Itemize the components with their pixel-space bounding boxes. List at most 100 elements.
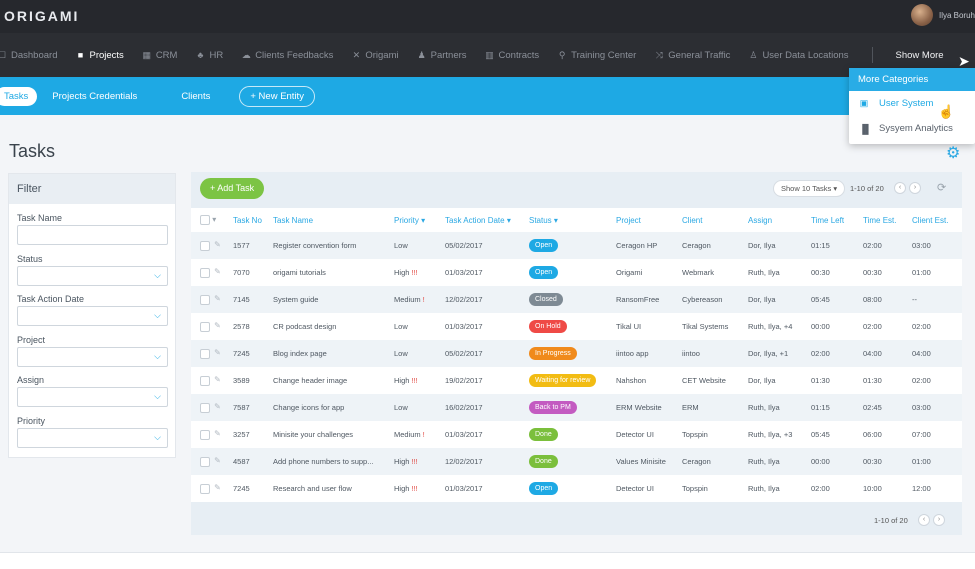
nav-item-contracts[interactable]: ▥ Contracts [485, 50, 539, 61]
status-badge[interactable]: Open [529, 239, 559, 252]
table-row[interactable]: ✎ 7070 origami tutorials High!!! 01/03/2017 O… [191, 259, 962, 286]
col-time-est[interactable]: Time Est. [863, 208, 912, 232]
status-select[interactable]: ⌵ [17, 266, 168, 286]
show-tasks-select[interactable]: Show 10 Tasks ▾ [773, 180, 846, 197]
edit-pencil-icon[interactable]: ✎ [214, 348, 221, 358]
row-checkbox[interactable] [200, 483, 210, 494]
user-menu[interactable]: Ilya Boruh [910, 1, 975, 29]
task-name-input[interactable] [17, 225, 168, 245]
row-checkbox[interactable] [200, 294, 210, 305]
col-client[interactable]: Client [682, 208, 748, 232]
gear-icon[interactable]: ⚙ [946, 145, 961, 162]
table-row[interactable]: ✎ 7587 Change icons for app Low 16/02/2017 Ba… [191, 394, 962, 421]
cell-task-name[interactable]: origami tutorials [273, 259, 394, 286]
tab-tasks[interactable]: Tasks [0, 86, 38, 106]
avatar[interactable] [910, 4, 933, 26]
nav-item-origami[interactable]: ✕ Origami [351, 50, 399, 61]
select-all-checkbox[interactable]: ▾ [191, 208, 233, 232]
cell-task-name[interactable]: Research and user flow [273, 475, 394, 502]
footer-prev-page-button[interactable]: ‹ [918, 514, 930, 526]
project-select[interactable]: ⌵ [17, 347, 168, 367]
status-badge[interactable]: Open [529, 482, 559, 495]
cell-task-name[interactable]: CR podcast design [273, 313, 394, 340]
col-status[interactable]: Status ▾ [529, 208, 616, 232]
status-badge[interactable]: Waiting for review [529, 374, 597, 387]
nav-item-partners[interactable]: ♟ Partners [417, 50, 467, 61]
status-badge[interactable]: Open [529, 266, 559, 279]
table-row[interactable]: ✎ 3589 Change header image High!!! 19/02/201… [191, 367, 962, 394]
user-name[interactable]: Ilya Boruh [938, 10, 975, 20]
edit-pencil-icon[interactable]: ✎ [214, 375, 221, 385]
row-checkbox[interactable] [200, 267, 210, 278]
table-row[interactable]: ✎ 7145 System guide Medium! 12/02/2017 Closed… [191, 286, 962, 313]
edit-pencil-icon[interactable]: ✎ [214, 240, 221, 250]
tab-projects-credentials[interactable]: Projects Credentials [52, 90, 138, 102]
table-row[interactable]: ✎ 3257 Minisite your challenges Medium! 01/0… [191, 421, 962, 448]
cell-task-name[interactable]: Change icons for app [273, 394, 394, 421]
prev-page-button[interactable]: ‹ [894, 182, 906, 194]
nav-item-user-data-locations[interactable]: ♙ User Data Locations [748, 50, 848, 61]
col-task-action-date[interactable]: Task Action Date ▾ [445, 208, 529, 232]
nav-item-crm[interactable]: ▦ CRM [142, 50, 178, 61]
table-row[interactable]: ✎ 2578 CR podcast design Low 01/03/2017 On Ho… [191, 313, 962, 340]
status-badge[interactable]: On Hold [529, 320, 567, 333]
task-action-date-select[interactable]: ⌵ [17, 306, 168, 326]
row-checkbox[interactable] [200, 321, 210, 332]
status-badge[interactable]: Done [529, 455, 558, 468]
row-checkbox[interactable] [200, 348, 210, 359]
status-badge[interactable]: Back to PM [529, 401, 577, 414]
row-checkbox[interactable] [200, 240, 210, 251]
col-client-est[interactable]: Client Est. [912, 208, 962, 232]
cell-task-name[interactable]: Register convention form [273, 232, 394, 259]
show-more-button[interactable]: Show More [895, 49, 944, 61]
edit-pencil-icon[interactable]: ✎ [214, 321, 221, 331]
status-badge[interactable]: In Progress [529, 347, 577, 360]
edit-pencil-icon[interactable]: ✎ [214, 456, 221, 466]
footer-next-page-button[interactable]: › [933, 514, 945, 526]
app-logo[interactable]: ORIGAMI [4, 8, 80, 24]
status-badge[interactable]: Closed [529, 293, 563, 306]
table-row[interactable]: ✎ 1577 Register convention form Low 05/02/20… [191, 232, 962, 259]
chevron-down-icon: ⌵ [154, 351, 161, 361]
edit-pencil-icon[interactable]: ✎ [214, 429, 221, 439]
edit-pencil-icon[interactable]: ✎ [214, 267, 221, 277]
table-row[interactable]: ✎ 7245 Blog index page Low 05/02/2017 In Prog… [191, 340, 962, 367]
cell-task-name[interactable]: Add phone numbers to supp... [273, 448, 394, 475]
edit-pencil-icon[interactable]: ✎ [214, 402, 221, 412]
col-task-no[interactable]: Task No [233, 208, 273, 232]
tab-clients[interactable]: Clients [181, 90, 211, 102]
col-project[interactable]: Project [616, 208, 682, 232]
menu-item-user-system[interactable]: ▣ User System [849, 91, 975, 116]
table-row[interactable]: ✎ 7245 Research and user flow High!!! 01/03/… [191, 475, 962, 502]
col-priority[interactable]: Priority ▾ [394, 208, 445, 232]
nav-item-general-traffic[interactable]: ⤨ General Traffic [654, 50, 731, 61]
col-time-left[interactable]: Time Left [811, 208, 863, 232]
row-checkbox[interactable] [200, 402, 210, 413]
new-entity-button[interactable]: + New Entity [239, 85, 315, 107]
status-badge[interactable]: Done [529, 428, 558, 441]
nav-item-dashboard[interactable]: ☐ Dashboard [0, 50, 57, 61]
add-task-button[interactable]: + Add Task [200, 178, 265, 199]
row-checkbox[interactable] [200, 375, 210, 386]
nav-item-projects[interactable]: ■ Projects [75, 50, 124, 61]
nav-item-hr[interactable]: ♣ HR [195, 50, 224, 61]
table-row[interactable]: ✎ 4587 Add phone numbers to supp... High!!!… [191, 448, 962, 475]
assign-select[interactable]: ⌵ [17, 387, 168, 407]
refresh-icon[interactable]: ⟳ [937, 182, 947, 194]
edit-pencil-icon[interactable]: ✎ [214, 294, 221, 304]
next-page-button[interactable]: › [909, 182, 921, 194]
row-checkbox[interactable] [200, 456, 210, 467]
col-task-name[interactable]: Task Name [273, 208, 394, 232]
nav-item-clients-feedbacks[interactable]: ☁ Clients Feedbacks [241, 50, 334, 61]
col-assign[interactable]: Assign [748, 208, 811, 232]
priority-select[interactable]: ⌵ [17, 428, 168, 448]
cell-task-name[interactable]: System guide [273, 286, 394, 313]
cell-task-name[interactable]: Minisite your challenges [273, 421, 394, 448]
nav-item-training-center[interactable]: ⚲ Training Center [557, 50, 636, 61]
row-checkbox[interactable] [200, 429, 210, 440]
edit-pencil-icon[interactable]: ✎ [214, 483, 221, 493]
menu-item-system-analytics[interactable]: ▐▌ Sysyem Analytics [849, 116, 975, 141]
chevron-down-icon: ⌵ [154, 270, 161, 280]
cell-task-name[interactable]: Blog index page [273, 340, 394, 367]
cell-task-name[interactable]: Change header image [273, 367, 394, 394]
